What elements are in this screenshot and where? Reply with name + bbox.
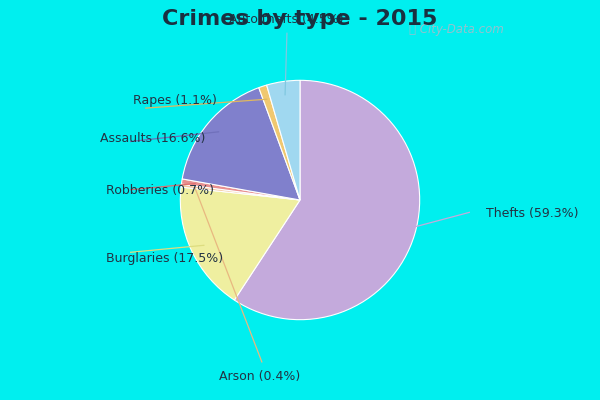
- Text: Auto thefts (4.5%): Auto thefts (4.5%): [229, 13, 344, 26]
- Wedge shape: [182, 88, 300, 200]
- Text: Crimes by type - 2015: Crimes by type - 2015: [163, 9, 437, 29]
- Text: Assaults (16.6%): Assaults (16.6%): [100, 132, 205, 145]
- Wedge shape: [181, 184, 300, 200]
- Text: Thefts (59.3%): Thefts (59.3%): [487, 207, 579, 220]
- Text: Robberies (0.7%): Robberies (0.7%): [106, 184, 214, 197]
- Text: Rapes (1.1%): Rapes (1.1%): [133, 94, 217, 107]
- Wedge shape: [235, 80, 419, 320]
- Text: ⓘ City-Data.com: ⓘ City-Data.com: [409, 23, 504, 36]
- Wedge shape: [266, 80, 300, 200]
- Wedge shape: [181, 179, 300, 200]
- Text: Burglaries (17.5%): Burglaries (17.5%): [106, 252, 223, 265]
- Wedge shape: [259, 85, 300, 200]
- Text: Arson (0.4%): Arson (0.4%): [218, 370, 300, 383]
- Wedge shape: [181, 187, 300, 300]
